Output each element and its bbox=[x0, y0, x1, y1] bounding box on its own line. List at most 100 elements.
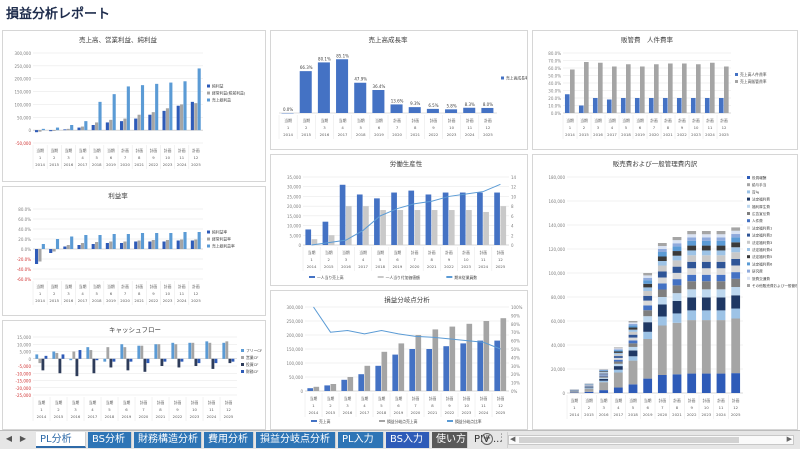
legend-swatch bbox=[311, 420, 317, 422]
bar bbox=[662, 98, 668, 113]
y2-tick-label: 10% bbox=[511, 381, 520, 386]
x-tick-label: 計画 bbox=[208, 400, 216, 405]
sga-breakdown-chart[interactable]: 販売費および一般管理費内訳 180,000 160,000 140,000 120,00… bbox=[532, 154, 798, 430]
sheet-tab[interactable]: 費用分析 bbox=[204, 432, 254, 448]
bar bbox=[126, 86, 130, 131]
x-tick-label: 2023 bbox=[447, 132, 457, 137]
sheet-tab[interactable]: 使い方 bbox=[432, 432, 468, 448]
bar bbox=[89, 350, 93, 359]
sales-chart[interactable]: 売上高、営業利益、純利益 300,000 250,000 200,000 150,000… bbox=[2, 30, 266, 182]
add-sheet-icon[interactable]: + bbox=[481, 433, 493, 445]
spreadsheet-area[interactable]: 損益分析レポート 売上高、営業利益、純利益 300,000 250,000 200,0… bbox=[0, 0, 800, 430]
productivity-chart[interactable]: 労働生産性 35,000 30,000 25,000 20,000 15,000 10,00… bbox=[270, 154, 528, 286]
bar bbox=[92, 358, 96, 374]
sales-growth-chart[interactable]: 売上高成長率 当期 1 2014 当期 2 2015 当期 3 2016 当期 4 2017 当期 5 201… bbox=[270, 30, 528, 150]
x-tick-label: 当期 bbox=[72, 400, 80, 405]
stack-segment bbox=[643, 305, 653, 311]
cashflow-chart[interactable]: キャッシュフロー 15,000 10,000 5,000 0 -5,000 -10,000 -… bbox=[2, 320, 266, 430]
expense-ratio-chart[interactable]: 販管費 人件費率 80.0% 70.0% 60.0% 50.0% 40.0% 30.0% 20… bbox=[532, 30, 798, 150]
stack-segment bbox=[657, 261, 667, 266]
sheet-tab[interactable]: PL入力 bbox=[338, 432, 384, 448]
x-tick-label: 当期 bbox=[36, 284, 44, 289]
stack-segment bbox=[584, 388, 594, 389]
stack-segment bbox=[599, 371, 609, 373]
x-tick-label: 8 bbox=[431, 257, 434, 262]
x-tick-label: 1 bbox=[39, 291, 42, 296]
stack-segment bbox=[613, 366, 623, 370]
x-tick-label: 計画 bbox=[479, 250, 487, 255]
bar bbox=[345, 206, 352, 245]
legend-swatch bbox=[447, 420, 453, 422]
x-tick-label: 2 bbox=[305, 125, 308, 130]
bar bbox=[137, 345, 141, 359]
stack-segment bbox=[643, 316, 653, 323]
legend-swatch bbox=[207, 98, 210, 102]
stack-segment bbox=[599, 373, 609, 375]
x-tick-label: 6 bbox=[396, 257, 399, 262]
legend-swatch bbox=[241, 349, 244, 352]
x-tick-label: 2020 bbox=[657, 412, 667, 417]
sheet-tab[interactable]: PL分析 bbox=[36, 432, 86, 448]
y2-tick-label: 6 bbox=[511, 214, 514, 219]
bar bbox=[44, 355, 48, 359]
x-tick-label: 2020 bbox=[120, 162, 130, 167]
x-tick-label: 計画 bbox=[706, 118, 714, 123]
x-tick-label: 1 bbox=[40, 407, 43, 412]
y-tick-label: 50,000 bbox=[17, 115, 31, 120]
x-tick-label: 1 bbox=[310, 257, 313, 262]
x-tick-label: 6 bbox=[110, 291, 113, 296]
stack-segment bbox=[657, 246, 667, 249]
stack-segment bbox=[643, 287, 653, 291]
x-tick-label: 2021 bbox=[410, 132, 420, 137]
y2-tick-label: 2 bbox=[511, 233, 514, 238]
stack-segment bbox=[599, 372, 609, 374]
bar bbox=[84, 235, 88, 249]
bar bbox=[448, 210, 455, 245]
x-tick-label: 10 bbox=[464, 403, 469, 408]
x-tick-label: 2025 bbox=[191, 162, 201, 167]
bar bbox=[154, 344, 158, 359]
legend-swatch bbox=[241, 356, 244, 359]
sheet-tab[interactable]: 損益分岐点分析 bbox=[256, 432, 336, 448]
stack-segment bbox=[687, 237, 697, 241]
stack-segment bbox=[643, 322, 653, 332]
bar bbox=[211, 358, 215, 369]
stack-segment bbox=[687, 261, 697, 269]
x-tick-label: 3 bbox=[67, 291, 70, 296]
horizontal-scrollbar[interactable]: ◀ ▶ bbox=[508, 435, 794, 445]
prev-sheet-button[interactable]: ◀ bbox=[5, 434, 13, 443]
x-tick-label: 4 bbox=[81, 155, 84, 160]
x-tick-label: 計画 bbox=[429, 396, 437, 401]
scroll-right-icon[interactable]: ▶ bbox=[786, 435, 792, 443]
y-tick-label: 0.0% bbox=[21, 247, 31, 252]
sheet-tab[interactable]: BS入力 bbox=[386, 432, 430, 448]
legend-swatch bbox=[747, 197, 750, 201]
x-tick-label: 5 bbox=[360, 125, 363, 130]
stack-segment bbox=[716, 234, 726, 238]
more-options-icon[interactable]: ⋮ bbox=[497, 433, 506, 443]
stack-segment bbox=[701, 268, 711, 275]
breakeven-chart[interactable]: 損益分岐点分析 300,000 250,000 200,000 150,000 100,0… bbox=[270, 290, 528, 430]
y-tick-label: 0 bbox=[562, 391, 565, 396]
stack-segment bbox=[731, 230, 741, 235]
x-tick-label: 計画 bbox=[192, 148, 200, 153]
scroll-left-icon[interactable]: ◀ bbox=[510, 435, 516, 443]
x-tick-label: 12 bbox=[498, 257, 503, 262]
stack-segment bbox=[672, 246, 682, 252]
x-tick-label: 8 bbox=[667, 125, 670, 130]
x-tick-label: 当期 bbox=[571, 398, 579, 403]
chart-title: 販売費および一般管理費内訳 bbox=[613, 159, 698, 168]
profit-ratio-chart[interactable]: 利益率 80.0% 60.0% 40.0% 20.0% 0.0% -20.0% -40.0% -… bbox=[2, 186, 266, 316]
next-sheet-button[interactable]: ▶ bbox=[19, 434, 27, 443]
x-tick-label: 2022 bbox=[173, 414, 183, 419]
data-label: 8.0% bbox=[483, 102, 493, 107]
y-tick-label: 300,000 bbox=[14, 51, 31, 56]
stack-segment bbox=[687, 373, 697, 393]
x-tick-label: 当期 bbox=[376, 250, 384, 255]
legend-swatch bbox=[747, 219, 750, 223]
scrollbar-thumb[interactable] bbox=[519, 437, 739, 443]
x-tick-label: 10 bbox=[165, 155, 170, 160]
sheet-tab[interactable]: 財務構造分析 bbox=[134, 432, 202, 448]
sheet-tab[interactable]: BS分析 bbox=[88, 432, 132, 448]
